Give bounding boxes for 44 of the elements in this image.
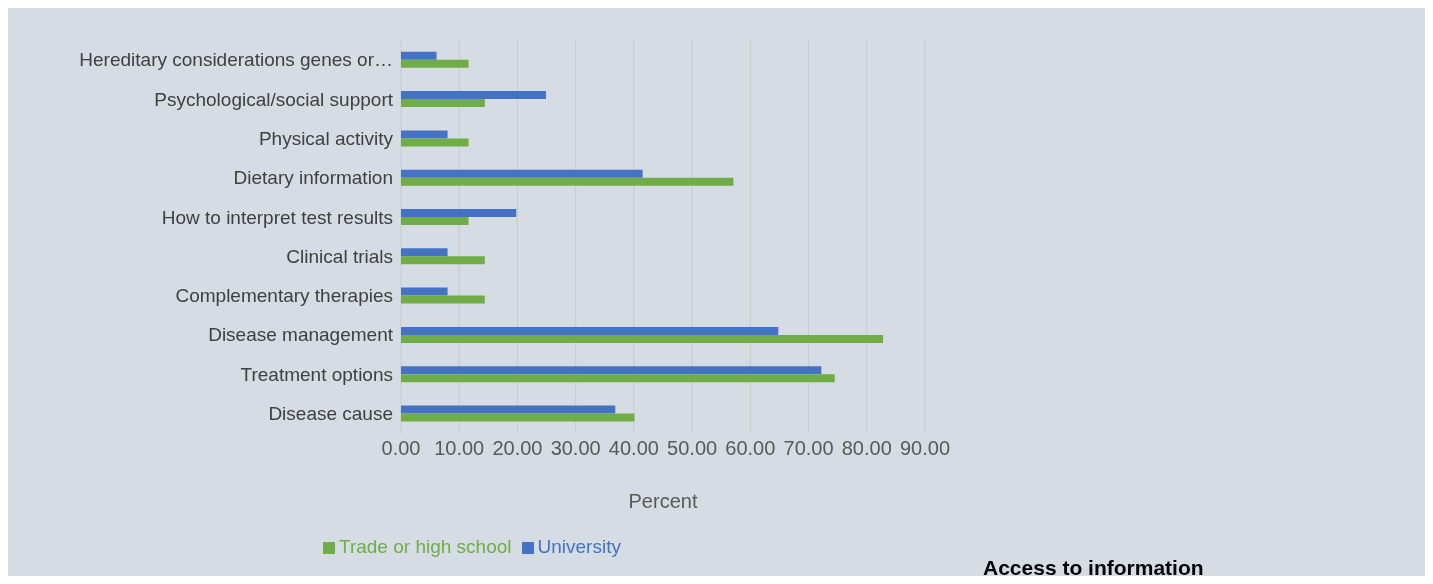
y-tick-label: Complementary therapies — [175, 285, 393, 307]
x-tick-label: 50.00 — [667, 437, 718, 460]
y-tick-label: Physical activity — [258, 127, 394, 149]
legend-label: Trade or high school — [339, 536, 512, 557]
x-tick-label: 70.00 — [783, 437, 834, 460]
x-tick-label: 40.00 — [608, 437, 659, 460]
x-tick-label: 10.00 — [434, 437, 485, 460]
bar — [401, 287, 448, 296]
bar — [401, 216, 469, 225]
bar — [401, 208, 517, 217]
bar — [401, 413, 635, 422]
bar — [401, 326, 779, 335]
text: Access to information — [983, 556, 1204, 580]
bar — [401, 169, 643, 178]
y-tick-label: Disease cause — [268, 403, 393, 425]
bar — [401, 91, 546, 100]
y-tick-label: Disease management — [208, 324, 394, 346]
x-tick-label: 20.00 — [492, 437, 543, 460]
x-tick-label: 60.00 — [725, 437, 776, 460]
y-tick-label: Treatment options — [240, 363, 393, 385]
bar — [401, 374, 835, 383]
bar — [401, 51, 437, 60]
bar — [401, 334, 884, 343]
x-tick-label: 80.00 — [841, 437, 892, 460]
y-tick-label: Hereditary considerations genes or… — [79, 49, 393, 71]
x-axis-title: Percent — [628, 490, 698, 512]
y-tick-label: How to interpret test results — [161, 206, 393, 228]
y-tick-label: Dietary information — [233, 167, 393, 189]
bar — [401, 366, 822, 375]
bar — [401, 59, 469, 68]
bar — [401, 130, 448, 139]
bar — [401, 256, 485, 265]
y-tick-label: Clinical trials — [286, 245, 393, 267]
bar — [401, 177, 734, 186]
bar — [401, 138, 469, 147]
legend-label: University — [537, 536, 621, 557]
bar — [401, 295, 485, 304]
x-tick-label: 90.00 — [899, 437, 951, 460]
x-tick-label: 30.00 — [550, 437, 601, 460]
x-tick-label: 0.00 — [381, 437, 421, 460]
y-tick-label: Psychological/social support — [154, 88, 394, 110]
bar — [401, 99, 485, 108]
bar — [401, 405, 616, 414]
bar — [401, 248, 448, 257]
